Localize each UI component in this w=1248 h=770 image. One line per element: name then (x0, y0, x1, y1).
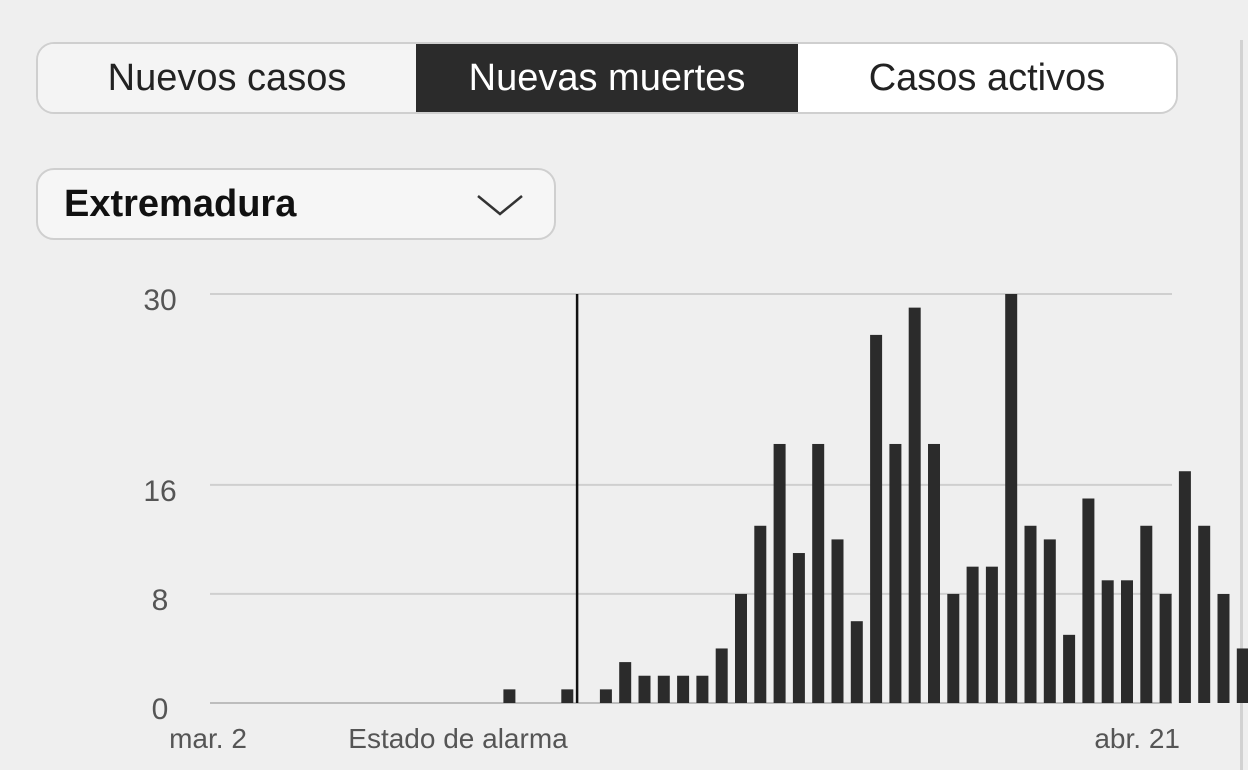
bar (1140, 525, 1153, 703)
bar (1198, 525, 1211, 703)
bar (966, 566, 979, 703)
bar (657, 675, 670, 703)
bar (1024, 525, 1037, 703)
bar (812, 443, 825, 703)
bar (754, 525, 767, 703)
y-tick-label: 16 (143, 475, 176, 508)
bar (1217, 593, 1230, 703)
bar (619, 662, 632, 703)
bar (1063, 634, 1076, 703)
metric-tabs: Nuevos casos Nuevas muertes Casos activo… (36, 42, 1178, 114)
bar (947, 593, 960, 703)
bar (1005, 294, 1018, 703)
bar (831, 539, 844, 703)
bar (985, 566, 998, 703)
region-select-value: Extremadura (64, 182, 297, 225)
bar (1043, 539, 1056, 703)
panel-divider (1240, 40, 1243, 770)
tab-new-deaths[interactable]: Nuevas muertes (416, 44, 798, 112)
bar (1159, 593, 1172, 703)
y-tick-label: 8 (152, 584, 169, 617)
x-tick-label: mar. 2 (169, 723, 247, 754)
bar (870, 334, 883, 703)
tab-new-cases[interactable]: Nuevos casos (38, 44, 416, 112)
bar (638, 675, 651, 703)
bar (735, 593, 747, 703)
bar (561, 689, 574, 703)
bar (677, 675, 690, 703)
tab-active-cases[interactable]: Casos activos (798, 44, 1176, 112)
bar (1101, 580, 1114, 703)
y-tick-label: 30 (143, 284, 176, 317)
region-select[interactable]: Extremadura (36, 168, 556, 240)
bar (889, 443, 902, 703)
bar (599, 689, 612, 703)
bar (1082, 498, 1095, 703)
bar (850, 621, 863, 703)
bar (773, 443, 786, 703)
x-tick-label: Estado de alarma (348, 723, 568, 754)
x-tick-label: abr. 21 (1094, 723, 1180, 754)
chevron-down-icon (477, 195, 523, 216)
bar (908, 307, 921, 703)
bar (1236, 648, 1248, 703)
bar (792, 553, 805, 703)
bar (715, 648, 728, 703)
bar (503, 689, 516, 703)
bar (928, 443, 940, 703)
bar (696, 675, 709, 703)
bar (1121, 580, 1133, 703)
y-tick-label: 0 (152, 693, 169, 726)
bar (1178, 471, 1191, 703)
